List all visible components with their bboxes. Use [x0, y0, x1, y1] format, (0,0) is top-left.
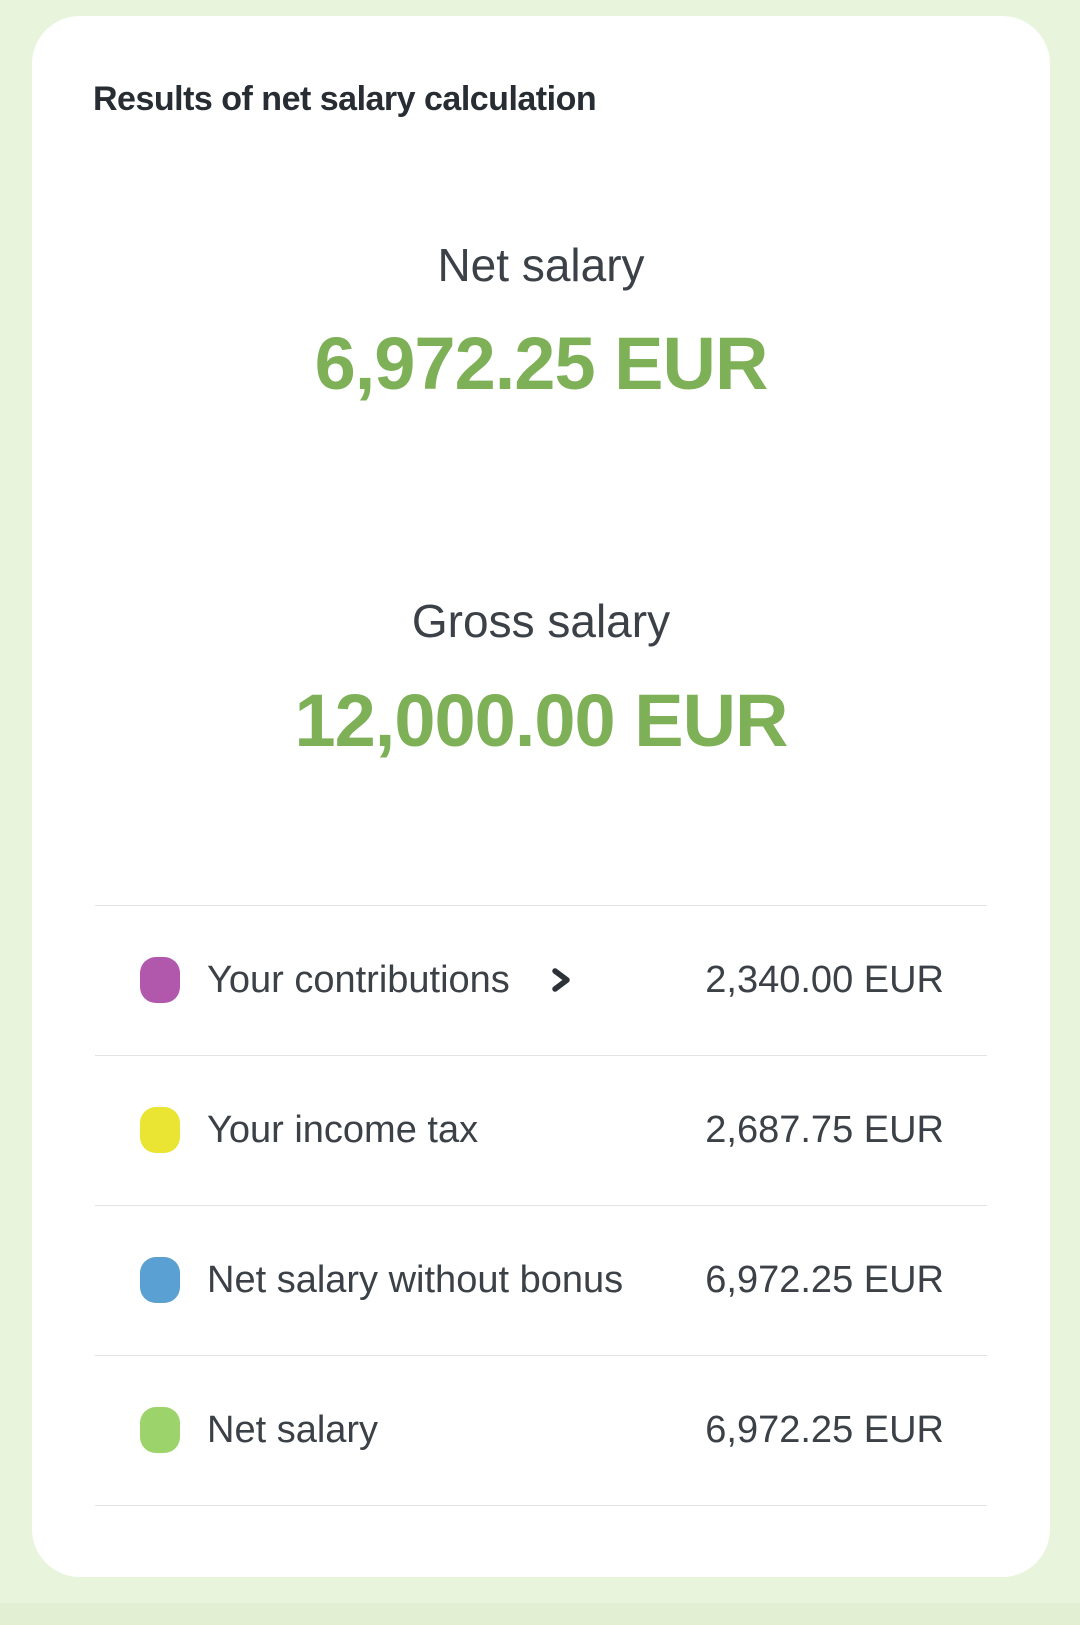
row-amount: 6,972.25 EUR — [705, 1258, 944, 1301]
results-card: Results of net salary calculation Net sa… — [32, 16, 1050, 1577]
row-amount: 6,972.25 EUR — [705, 1408, 944, 1451]
net-without-bonus-dot-icon — [140, 1257, 180, 1304]
breakdown-list: Your contributions 2,340.00 EUR Your inc… — [95, 904, 987, 1506]
row-amount: 2,687.75 EUR — [705, 1108, 944, 1151]
breakdown-row-net-salary: Net salary 6,972.25 EUR — [95, 1354, 987, 1505]
net-salary-label: Net salary — [437, 238, 645, 291]
page-title: Results of net salary calculation — [93, 80, 597, 118]
income-tax-dot-icon — [140, 1107, 180, 1154]
divider — [95, 1504, 987, 1506]
row-label: Net salary without bonus — [207, 1258, 624, 1301]
row-amount: 2,340.00 EUR — [705, 958, 944, 1001]
gross-salary-amount: 12,000.00 EUR — [294, 678, 788, 762]
net-salary-summary: Net salary 6,972.25 EUR — [32, 239, 1050, 404]
breakdown-row-contributions[interactable]: Your contributions 2,340.00 EUR — [95, 904, 987, 1055]
row-label: Net salary — [207, 1408, 379, 1451]
chevron-right-icon[interactable] — [548, 965, 574, 995]
gross-salary-label: Gross salary — [411, 595, 671, 648]
gross-salary-summary: Gross salary 12,000.00 EUR — [32, 595, 1050, 760]
row-label: Your contributions — [207, 958, 510, 1001]
breakdown-row-income-tax: Your income tax 2,687.75 EUR — [95, 1054, 987, 1205]
row-label: Your income tax — [207, 1108, 479, 1151]
net-salary-dot-icon — [140, 1407, 180, 1454]
contributions-dot-icon — [140, 957, 180, 1004]
bottom-band — [0, 1603, 1080, 1625]
net-salary-amount: 6,972.25 EUR — [314, 322, 769, 406]
breakdown-row-net-without-bonus: Net salary without bonus 6,972.25 EUR — [95, 1204, 987, 1355]
